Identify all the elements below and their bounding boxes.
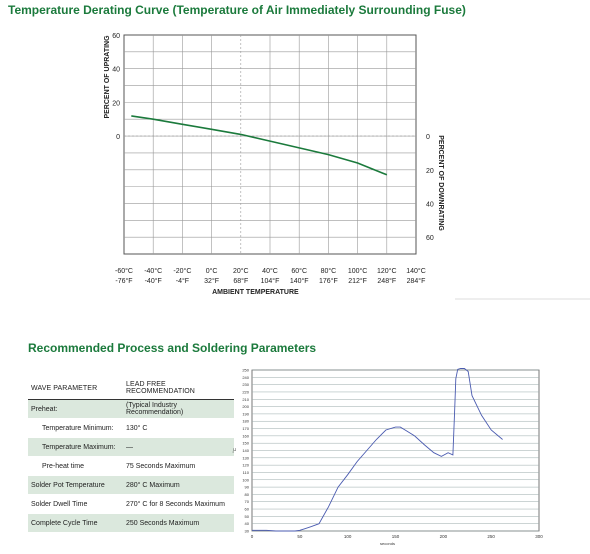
table-cell-parameter: Pre-heat time — [28, 456, 123, 476]
x-tick-label-fahrenheit: 248°F — [377, 277, 396, 285]
x-tick-label-fahrenheit: 32°F — [204, 277, 219, 285]
x-tick-label-celsius: 140°C — [406, 267, 426, 275]
solder-y-tick-label: 150 — [242, 441, 249, 446]
x-axis-title: AMBIENT TEMPERATURE — [212, 289, 299, 296]
solder-y-tick-label: 190 — [242, 411, 249, 416]
solder-y-tick-label: 130 — [242, 455, 249, 460]
table-cell-parameter: Temperature Minimum: — [28, 418, 123, 438]
derating-chart: 60 40 20 0 0 20 40 60 -60°C -76°F -40°C -40°F -20°C -… — [104, 33, 590, 300]
solder-x-tick-label: 300 — [535, 534, 543, 539]
solder-y-tick-label: 60 — [245, 507, 250, 512]
y-left-tick-label: 40 — [112, 67, 120, 74]
solder-y-tick-label: 50 — [245, 514, 250, 519]
solder-y-tick-label: 210 — [242, 397, 249, 402]
table-row: Preheat: (Typical Industry Recommendatio… — [28, 399, 234, 419]
table-header-parameter: WAVE PARAMETER — [28, 376, 123, 400]
solder-y-tick-label: 90 — [245, 485, 250, 490]
x-tick-label-fahrenheit: 140°F — [290, 277, 309, 285]
x-tick-label-fahrenheit: 284°F — [407, 277, 426, 285]
y-right-tick-label: 20 — [426, 168, 434, 175]
section-title: Recommended Process and Soldering Parame… — [28, 341, 317, 355]
table-cell-parameter: Temperature Maximum: — [28, 437, 123, 457]
solder-y-tick-label: 180 — [242, 419, 249, 424]
table-cell-value: — — [123, 437, 234, 457]
table-cell-value: 75 Seconds Maximum — [123, 456, 234, 476]
y-left-axis-title: PERCENT OF UPRATING — [104, 35, 111, 119]
y-right-tick-label: 40 — [426, 201, 434, 208]
table-row: Complete Cycle Time 250 Seconds Maximum — [28, 513, 234, 533]
x-tick-label-celsius: 100°C — [348, 267, 368, 275]
table-cell-parameter: Solder Pot Temperature — [28, 475, 123, 495]
x-tick-label-celsius: 80°C — [321, 267, 337, 275]
solder-x-tick-label: 50 — [297, 534, 303, 539]
x-tick-label-fahrenheit: 104°F — [261, 277, 280, 285]
table-row: Pre-heat time 75 Seconds Maximum — [28, 456, 234, 476]
solder-y-tick-label: 230 — [242, 382, 249, 387]
table-row: Temperature Maximum: — — [28, 437, 234, 457]
solder-y-tick-label: 140 — [242, 448, 249, 453]
x-tick-label-celsius: 120°C — [377, 267, 397, 275]
solder-y-tick-label: 250 — [242, 368, 249, 373]
solder-y-tick-label: 240 — [242, 375, 249, 380]
solder-y-tick-label: 80 — [245, 492, 250, 497]
x-tick-label-celsius: -60°C — [115, 267, 133, 275]
table-cell-value: 280° C Maximum — [123, 475, 234, 495]
x-tick-label-celsius: -20°C — [173, 267, 191, 275]
table-cell-parameter: Complete Cycle Time — [28, 513, 123, 533]
wave-parameter-table: WAVE PARAMETER LEAD FREE RECOMMENDATION … — [28, 376, 234, 533]
y-left-tick-label: 60 — [112, 33, 120, 40]
solder-y-tick-label: 160 — [242, 433, 249, 438]
table-cell-value: (Typical Industry Recommendation) — [123, 399, 234, 419]
y-right-tick-label: 60 — [426, 235, 434, 242]
solder-x-tick-label: 250 — [487, 534, 495, 539]
x-tick-label-fahrenheit: -76°F — [115, 277, 132, 285]
solder-y-tick-label: 100 — [242, 477, 249, 482]
table-cell-parameter: Preheat: — [28, 399, 123, 419]
x-tick-label-fahrenheit: 212°F — [348, 277, 367, 285]
solder-x-tick-label: 200 — [440, 534, 448, 539]
x-tick-label-celsius: 0°C — [206, 267, 218, 275]
y-left-tick-label: 0 — [116, 134, 120, 141]
table-cell-value: 250 Seconds Maximum — [123, 513, 234, 533]
solder-y-tick-label: 170 — [242, 426, 249, 431]
solder-y-tick-label: 30 — [245, 529, 250, 534]
solder-x-tick-label: 100 — [344, 534, 352, 539]
solder-profile-line — [252, 368, 503, 532]
solder-y-tick-label: 200 — [242, 404, 249, 409]
table-header-row: WAVE PARAMETER LEAD FREE RECOMMENDATION — [28, 376, 234, 400]
solder-y-axis-title: °C — [232, 447, 237, 453]
x-tick-label-fahrenheit: -4°F — [176, 277, 189, 285]
x-tick-label-celsius: 40°C — [262, 267, 278, 275]
y-left-tick-label: 20 — [112, 100, 120, 107]
solder-y-tick-label: 70 — [245, 499, 250, 504]
solder-y-tick-label: 40 — [245, 521, 250, 526]
solder-x-axis-title: seconds — [380, 541, 395, 546]
solder-profile-chart: 30 40 50 60 70 80 90 100 110 120 130 140 150 160 170 18… — [232, 368, 543, 547]
table-cell-value: 270° C for 8 Seconds Maximum — [123, 494, 234, 514]
x-tick-label-fahrenheit: 68°F — [233, 277, 248, 285]
derating-curve — [131, 115, 388, 176]
y-right-axis-title: PERCENT OF DOWNRATING — [437, 135, 444, 231]
x-tick-label-celsius: -40°C — [144, 267, 162, 275]
x-tick-label-fahrenheit: -40°F — [145, 277, 162, 285]
solder-x-tick-label: 0 — [251, 534, 254, 539]
x-tick-label-celsius: 60°C — [291, 267, 307, 275]
x-tick-label-fahrenheit: 176°F — [319, 277, 338, 285]
table-cell-value: 130° C — [123, 418, 234, 438]
page-title: Temperature Derating Curve (Temperature … — [8, 3, 466, 17]
y-right-tick-label: 0 — [426, 134, 430, 141]
table-row: Solder Pot Temperature 280° C Maximum — [28, 475, 234, 495]
x-tick-label-celsius: 20°C — [233, 267, 249, 275]
solder-y-tick-label: 110 — [243, 470, 250, 475]
solder-y-tick-label: 220 — [242, 389, 249, 394]
solder-y-tick-label: 120 — [242, 463, 249, 468]
solder-x-tick-label: 150 — [392, 534, 400, 539]
table-cell-parameter: Solder Dwell Time — [28, 494, 123, 514]
table-row: Solder Dwell Time 270° C for 8 Seconds M… — [28, 494, 234, 514]
table-row: Temperature Minimum: 130° C — [28, 418, 234, 438]
table-header-recommendation: LEAD FREE RECOMMENDATION — [123, 376, 234, 400]
